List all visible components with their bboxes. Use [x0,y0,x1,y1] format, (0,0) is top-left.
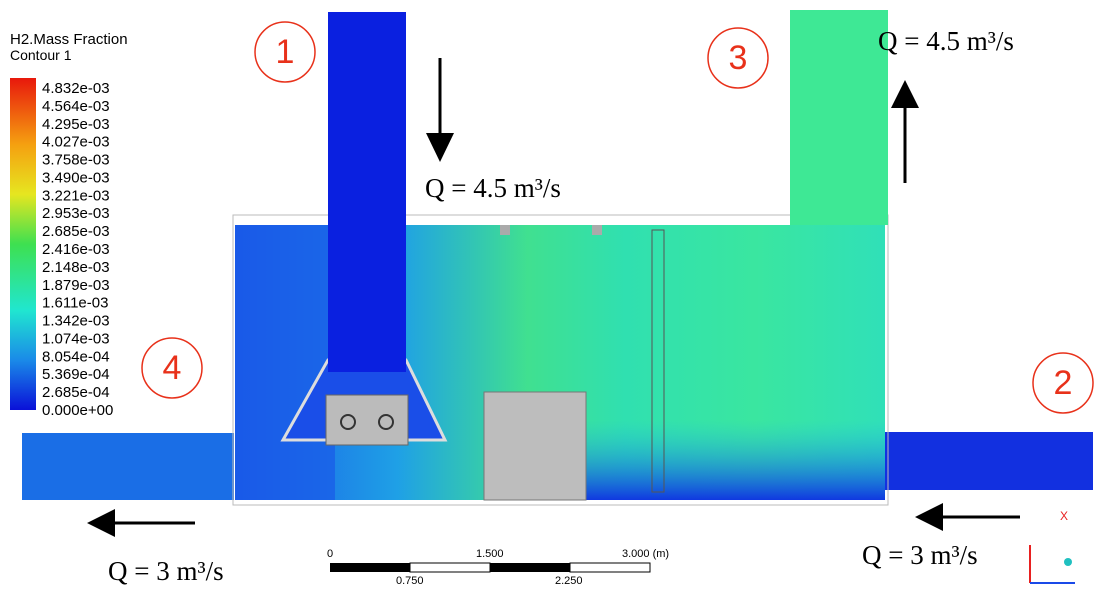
geometry [22,10,1093,505]
scale-seg [570,563,650,572]
legend-tick-label: 0.000e+00 [42,402,113,419]
legend-tick-label: 1.611e-03 [42,295,108,312]
legend-tick-label: 3.221e-03 [42,187,110,204]
axis-y [1064,558,1072,566]
box [326,395,408,445]
outlet-pipe [790,10,888,225]
flow-label: Q = 3 m³/s [108,556,224,586]
legend-tick-label: 3.490e-03 [42,169,110,186]
marker-label: 4 [163,349,182,387]
legend-tick-label: 8.054e-04 [42,348,110,365]
legend-tick-label: 2.953e-03 [42,205,110,222]
legend-tick-label: 5.369e-04 [42,366,110,383]
legend-tick-label: 2.416e-03 [42,241,110,258]
bottom-zone [580,420,885,500]
legend-tick-label: 3.758e-03 [42,152,110,169]
arrow-head [915,503,943,531]
cfd-view: H2.Mass Fraction Contour 1 1 2 3 4 [0,0,1108,591]
arrow-head [891,80,919,108]
scale-label: 0.750 [396,575,424,587]
scale-seg [490,563,570,572]
right-pipe [882,432,1093,490]
left-zone [235,225,335,500]
legend-tick-label: 1.342e-03 [42,313,110,330]
legend-tick-label: 2.685e-03 [42,223,110,240]
legend-ticks: 4.832e-034.564e-034.295e-034.027e-033.75… [42,80,113,419]
scale-label: 1.500 [476,548,504,560]
arrow-head [87,509,115,537]
arrow-head [426,133,454,162]
axis-label: X [1060,509,1068,523]
scale-label: 3.000 (m) [622,548,669,560]
flow-label: Q = 4.5 m³/s [425,173,561,203]
legend-tick-label: 4.027e-03 [42,134,110,151]
legend-tick-label: 2.685e-04 [42,384,110,401]
flow-label: Q = 4.5 m³/s [878,26,1014,56]
scale-label: 0 [327,548,333,560]
triad: X [1030,509,1075,583]
left-pipe [22,433,234,500]
scale-seg [410,563,490,572]
legend-tick-label: 1.879e-03 [42,277,110,294]
legend-tick-label: 4.295e-03 [42,116,110,133]
block [484,392,586,500]
marker-label: 1 [276,33,295,71]
legend-subtitle: Contour 1 [10,47,72,63]
inlet-pipe [328,12,406,372]
marker-label: 3 [729,39,748,77]
legend-tick-label: 4.564e-03 [42,98,110,115]
legend-title: H2.Mass Fraction [10,31,128,48]
scale-seg [330,563,410,572]
sensor [592,225,602,235]
flow-label: Q = 3 m³/s [862,540,978,570]
legend-tick-label: 4.832e-03 [42,80,110,97]
scale-label: 2.250 [555,575,583,587]
color-bar [10,78,36,410]
scale-bar: 0 1.500 3.000 (m) 0.750 2.250 [327,548,669,587]
sensor [500,225,510,235]
legend-tick-label: 1.074e-03 [42,330,110,347]
marker-label: 2 [1054,364,1073,402]
legend-tick-label: 2.148e-03 [42,259,110,276]
